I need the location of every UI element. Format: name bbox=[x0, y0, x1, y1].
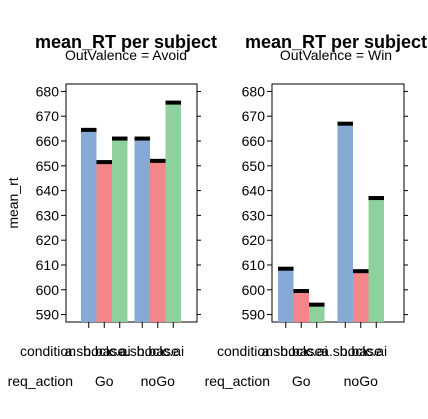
error-cap bbox=[81, 127, 97, 132]
error-cap bbox=[337, 121, 353, 126]
condition-label: a.shock bbox=[118, 343, 167, 359]
bar bbox=[368, 198, 384, 322]
condition-label: c.ai bbox=[162, 343, 184, 359]
condition-label: a.shock bbox=[65, 343, 114, 359]
bar bbox=[134, 138, 150, 322]
y-tick-label: 630 bbox=[242, 207, 266, 223]
y-tick-label: 640 bbox=[242, 183, 266, 199]
error-cap bbox=[278, 266, 294, 271]
bar bbox=[150, 160, 166, 322]
y-tick-label: 660 bbox=[36, 133, 60, 149]
y-tick-label: 630 bbox=[36, 207, 60, 223]
group-label: Go bbox=[95, 373, 114, 389]
condition-label: c.ai bbox=[306, 343, 328, 359]
y-tick-label: 680 bbox=[36, 83, 60, 99]
bar bbox=[309, 304, 325, 322]
y-tick-label: 670 bbox=[36, 108, 60, 124]
y-tick-label: 650 bbox=[242, 158, 266, 174]
group-label: noGo bbox=[141, 373, 175, 389]
group-label: noGo bbox=[344, 373, 378, 389]
error-cap bbox=[165, 100, 181, 105]
plot-frame bbox=[65, 83, 198, 323]
error-cap bbox=[368, 196, 384, 201]
chart-subtitle: OutValence = Win bbox=[280, 47, 392, 63]
error-cap bbox=[353, 269, 369, 274]
condition-label: a.shock bbox=[262, 343, 311, 359]
group-row-label: req_action bbox=[8, 373, 73, 389]
y-tick-label: 660 bbox=[242, 133, 266, 149]
condition-label: a.shock bbox=[321, 343, 370, 359]
y-tick-label: 620 bbox=[36, 232, 60, 248]
condition-label: b.base bbox=[280, 343, 322, 359]
y-axis-label: mean_rt bbox=[5, 177, 21, 228]
error-cap bbox=[134, 136, 150, 141]
bar bbox=[293, 291, 309, 322]
group-label: Go bbox=[292, 373, 311, 389]
y-tick-label: 590 bbox=[36, 307, 60, 323]
y-tick-label: 620 bbox=[242, 232, 266, 248]
y-tick-label: 610 bbox=[36, 257, 60, 273]
error-cap bbox=[112, 136, 128, 141]
chart-subtitle: OutValence = Avoid bbox=[65, 47, 187, 63]
y-tick-label: 600 bbox=[242, 282, 266, 298]
bar bbox=[353, 271, 369, 322]
y-tick-label: 650 bbox=[36, 158, 60, 174]
group-row-label: req_action bbox=[205, 373, 270, 389]
condition-label: c.ai bbox=[109, 343, 131, 359]
condition-label: b.base bbox=[137, 343, 179, 359]
y-tick-label: 590 bbox=[242, 307, 266, 323]
condition-label: c.ai bbox=[365, 343, 387, 359]
x-row-label: condition bbox=[217, 343, 273, 359]
error-cap bbox=[309, 302, 325, 307]
y-tick-label: 670 bbox=[242, 108, 266, 124]
error-cap bbox=[293, 289, 309, 294]
condition-label: b.base bbox=[83, 343, 125, 359]
bar bbox=[278, 268, 294, 322]
x-row-label: condition bbox=[20, 343, 76, 359]
bar bbox=[81, 129, 97, 322]
error-cap bbox=[96, 160, 112, 165]
bar bbox=[337, 123, 353, 323]
y-tick-label: 680 bbox=[242, 83, 266, 99]
y-tick-label: 640 bbox=[36, 183, 60, 199]
chart-title: mean_RT per subject bbox=[35, 32, 217, 52]
bar bbox=[165, 102, 181, 322]
chart-title: mean_RT per subject bbox=[245, 32, 427, 52]
y-tick-label: 600 bbox=[36, 282, 60, 298]
condition-label: b.base bbox=[340, 343, 382, 359]
bar bbox=[112, 138, 128, 322]
error-cap bbox=[150, 158, 166, 163]
y-tick-label: 610 bbox=[242, 257, 266, 273]
bar bbox=[96, 162, 112, 322]
